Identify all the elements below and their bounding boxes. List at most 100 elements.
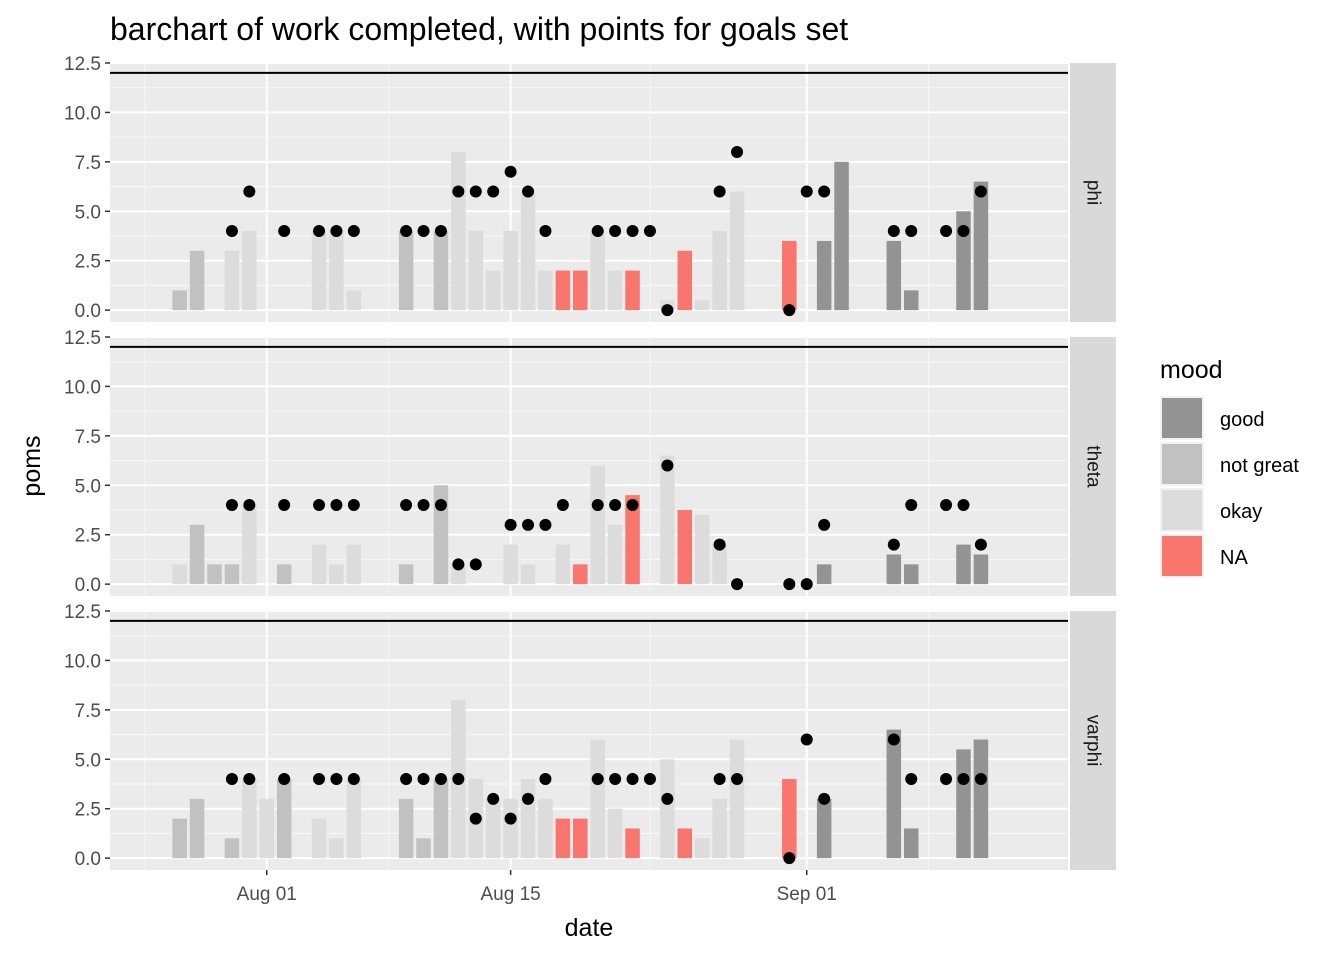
bar-phi-2021-08-04 [311,231,327,311]
goal-point-varphi-2021-08-16 [522,792,535,805]
goal-point-varphi-2021-08-22 [626,773,639,786]
goal-point-theta-2021-08-06 [347,499,360,512]
bar-theta-2021-07-27 [172,564,187,585]
goal-point-theta-2021-09-10 [957,499,970,512]
goal-point-phi-2021-08-04 [313,225,326,238]
goal-point-phi-2021-07-31 [243,185,256,198]
facet-panel-varphi: 0.0 2.5 5.0 7.5 10.0 12.5 varphi [64,602,1116,870]
bar-theta-2021-08-02 [276,564,292,585]
goal-point-phi-2021-08-10 [417,225,430,238]
y-tick-label: 2.5 [75,252,101,273]
goal-point-varphi-2021-07-31 [243,773,256,786]
goal-point-phi-2021-08-09 [400,225,413,238]
bar-theta-2021-07-29 [207,564,222,585]
goal-point-varphi-2021-08-27 [713,773,726,786]
bar-phi-2021-08-31 [782,240,797,311]
bar-theta-2021-08-19 [573,564,588,585]
panel-background [110,337,1068,596]
goal-point-theta-2021-08-31 [783,578,796,591]
goal-point-phi-2021-08-27 [713,185,726,198]
goal-point-varphi-2021-08-23 [643,773,656,786]
goal-point-theta-2021-07-30 [225,499,238,512]
goal-point-phi-2021-08-23 [643,225,656,238]
y-tick-label: 12.5 [64,328,101,349]
bar-varphi-2021-08-10 [416,838,431,859]
goal-point-varphi-2021-08-13 [469,812,482,825]
bar-phi-2021-08-25 [677,250,693,311]
goal-point-theta-2021-08-27 [713,538,726,551]
bar-theta-2021-08-06 [346,544,362,585]
goal-point-varphi-2021-08-05 [330,773,343,786]
bar-phi-2021-08-26 [694,300,710,311]
legend-label: okay [1220,501,1262,523]
bar-phi-2021-08-22 [625,270,640,311]
legend: mood good not great okay NA [1160,356,1299,578]
y-tick-label: 7.5 [75,153,101,174]
goal-point-phi-2021-08-14 [487,185,500,198]
bar-varphi-2021-07-27 [172,818,187,859]
bar-varphi-2021-07-31 [242,779,257,859]
bar-phi-2021-07-27 [172,290,187,311]
bar-theta-2021-08-12 [451,564,466,585]
bar-varphi-2021-08-24 [660,759,675,859]
goal-point-varphi-2021-09-10 [957,773,970,786]
bar-phi-2021-07-28 [189,250,205,311]
goal-point-varphi-2021-08-20 [591,773,604,786]
bar-theta-2021-08-24 [660,455,675,585]
legend-swatch-good [1162,398,1202,438]
goal-point-theta-2021-08-11 [434,499,447,512]
bar-varphi-2021-08-18 [555,818,571,859]
goal-point-phi-2021-08-12 [452,185,465,198]
facet-strip [1070,63,1116,322]
goal-point-theta-2021-09-01 [800,578,813,591]
bar-theta-2021-08-20 [590,465,605,585]
facet-strip-label: phi [1083,180,1104,205]
bar-phi-2021-08-16 [520,191,536,311]
goal-point-varphi-2021-08-14 [487,792,500,805]
bar-varphi-2021-07-30 [224,838,240,859]
x-tick-label: Sep 01 [777,884,837,905]
bar-phi-2021-08-12 [451,151,466,311]
y-tick-label: 2.5 [75,526,101,547]
bar-theta-2021-08-22 [625,495,640,585]
goal-point-theta-2021-08-05 [330,499,343,512]
goal-point-theta-2021-07-31 [243,499,256,512]
goal-point-varphi-2021-09-11 [974,773,987,786]
goal-point-varphi-2021-08-06 [347,773,360,786]
y-tick-label: 7.5 [75,427,101,448]
goal-point-phi-2021-09-09 [940,225,953,238]
bar-theta-2021-08-11 [433,485,449,585]
bar-varphi-2021-08-16 [520,779,536,859]
bar-theta-2021-07-28 [189,524,205,585]
bar-theta-2021-09-07 [903,564,919,585]
bar-phi-2021-09-03 [834,161,849,311]
bar-phi-2021-08-18 [555,270,571,311]
facet-panel-phi: 0.0 2.5 5.0 7.5 10.0 12.5 phi [64,54,1116,322]
bar-phi-2021-08-05 [329,231,344,311]
goal-point-theta-2021-08-10 [417,499,430,512]
bar-varphi-2021-08-27 [712,798,727,859]
y-tick-label: 0.0 [75,301,101,322]
bar-theta-2021-08-05 [329,564,344,585]
bar-phi-2021-07-31 [242,231,257,311]
bar-theta-2021-07-30 [224,564,240,585]
goal-point-phi-2021-08-06 [347,225,360,238]
goal-point-varphi-2021-09-09 [940,773,953,786]
y-tick-label: 0.0 [75,849,101,870]
y-tick-label: 7.5 [75,701,101,722]
bar-theta-2021-08-25 [677,510,693,585]
goal-point-varphi-2021-09-07 [905,773,918,786]
bar-varphi-2021-08-15 [503,798,518,859]
bar-theta-2021-08-15 [503,544,518,585]
bar-varphi-2021-08-26 [694,838,710,859]
goal-point-varphi-2021-08-24 [661,792,674,805]
legend-label: not great [1220,455,1299,477]
goal-point-varphi-2021-09-06 [887,733,900,746]
bar-varphi-2021-08-25 [677,828,693,859]
facet-strip-label: theta [1083,445,1104,488]
bar-varphi-2021-08-19 [573,818,588,859]
goal-point-varphi-2021-09-01 [800,733,813,746]
goal-point-varphi-2021-08-10 [417,773,430,786]
goal-point-theta-2021-08-24 [661,459,674,472]
bar-theta-2021-09-02 [816,564,832,585]
